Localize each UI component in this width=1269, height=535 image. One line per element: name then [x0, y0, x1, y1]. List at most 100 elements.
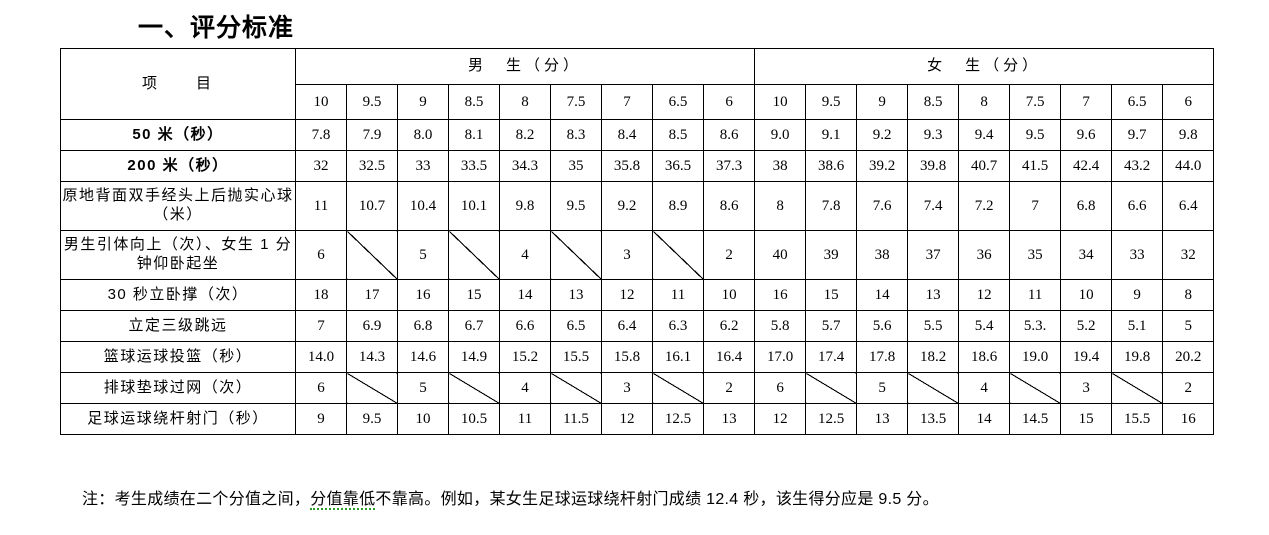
header-score-male-7: 7	[601, 84, 653, 120]
cell-value: 10	[702, 279, 756, 311]
cell-value: 6.4	[601, 310, 653, 342]
cell-not-applicable	[448, 372, 500, 404]
cell-value: 35	[550, 150, 602, 182]
note-suffix: 不靠高。例如，某女生足球运球绕杆射门成绩 12.4 秒，该生得分应是 9.5 分…	[375, 491, 939, 508]
cell-value: 13	[907, 279, 960, 311]
header-group-row: 项 目 男 生（分） 女 生（分）	[60, 48, 1215, 120]
cell-value: 9.5	[346, 403, 398, 435]
cell-value: 7.8	[805, 181, 858, 231]
cell-value: 2	[702, 230, 756, 280]
cell-not-applicable	[346, 372, 398, 404]
cell-value: 7.6	[856, 181, 909, 231]
cell-value: 17	[346, 279, 398, 311]
cell-value: 34	[1060, 230, 1113, 280]
page-title: 一、评分标准	[138, 14, 295, 42]
cell-value: 18.2	[907, 341, 960, 373]
cell-value: 7.4	[907, 181, 960, 231]
cell-value: 16	[754, 279, 807, 311]
cell-value: 37.3	[702, 150, 756, 182]
cell-value: 15.2	[499, 341, 551, 373]
table-row: 30 秒立卧撑（次） 18 17 16 15 14 13 12 11 10 16 15 14 13 12 11…	[60, 279, 1215, 311]
cell-value: 4	[958, 372, 1011, 404]
cell-value: 18.6	[958, 341, 1011, 373]
row-label: 50 米（秒）	[60, 119, 296, 151]
cell-value: 7.9	[346, 119, 398, 151]
header-score-female-9_5: 9.5	[805, 84, 858, 120]
cell-value: 12.5	[805, 403, 858, 435]
cell-value: 15.5	[550, 341, 602, 373]
cell-value: 6.8	[397, 310, 449, 342]
cell-value: 10.4	[397, 181, 449, 231]
table-row: 立定三级跳远 7 6.9 6.8 6.7 6.6 6.5 6.4 6.3 6.2 5.8 5.7 5.6…	[60, 310, 1215, 342]
cell-value: 5.5	[907, 310, 960, 342]
header-score-male-7_5: 7.5	[550, 84, 602, 120]
cell-value: 8.3	[550, 119, 602, 151]
cell-value: 5	[397, 372, 449, 404]
header-score-male-9_5: 9.5	[346, 84, 398, 120]
cell-value: 6.7	[448, 310, 500, 342]
header-score-female-8: 8	[958, 84, 1011, 120]
cell-value: 35	[1009, 230, 1062, 280]
cell-value: 5.6	[856, 310, 909, 342]
header-score-row: 10 9.5 9 8.5 8 7.5 7 6.5 6 10 9.5 9 8.5 …	[61, 84, 1215, 120]
cell-value: 9.7	[1111, 119, 1164, 151]
cell-value: 13.5	[907, 403, 960, 435]
cell-value: 17.8	[856, 341, 909, 373]
cell-value: 2	[702, 372, 756, 404]
row-label: 篮球运球投篮（秒）	[60, 341, 296, 373]
cell-value: 3	[601, 230, 653, 280]
cell-value: 5.1	[1111, 310, 1164, 342]
cell-value: 33	[1111, 230, 1164, 280]
cell-value: 14.6	[397, 341, 449, 373]
row-label: 30 秒立卧撑（次）	[60, 279, 296, 311]
cell-value: 12	[601, 403, 653, 435]
cell-value: 6	[295, 372, 347, 404]
row-label: 200 米（秒）	[60, 150, 296, 182]
footer-note: 注：考生成绩在二个分值之间，分值靠低不靠高。例如，某女生足球运球绕杆射门成绩 1…	[60, 485, 1240, 510]
cell-value: 12	[601, 279, 653, 311]
cell-value: 17.0	[754, 341, 807, 373]
cell-value: 40.7	[958, 150, 1011, 182]
cell-value: 9.2	[601, 181, 653, 231]
cell-value: 11	[499, 403, 551, 435]
header-group-female: 女 生（分）	[754, 48, 1215, 85]
cell-not-applicable	[346, 230, 398, 280]
cell-value: 15	[1060, 403, 1113, 435]
cell-value: 4	[499, 372, 551, 404]
header-item-column: 项 目	[60, 48, 296, 120]
cell-value: 20.2	[1162, 341, 1215, 373]
header-score-male-8_5: 8.5	[448, 84, 500, 120]
cell-value: 7	[1009, 181, 1062, 231]
table-body: 50 米（秒） 7.8 7.9 8.0 8.1 8.2 8.3 8.4 8.5 8.6 9.0 9.1…	[60, 119, 1215, 435]
table-row: 200 米（秒） 32 32.5 33 33.5 34.3 35 35.8 36.5 37.3 38…	[60, 150, 1215, 182]
cell-value: 41.5	[1009, 150, 1062, 182]
cell-value: 8.9	[652, 181, 704, 231]
cell-value: 14.3	[346, 341, 398, 373]
header-score-male-6_5: 6.5	[652, 84, 704, 120]
cell-value: 33.5	[448, 150, 500, 182]
cell-value: 4	[499, 230, 551, 280]
cell-value: 15.8	[601, 341, 653, 373]
cell-not-applicable	[1009, 372, 1062, 404]
row-label: 原地背面双手经头上后抛实心球（米）	[60, 181, 296, 231]
header-group-male: 男 生（分）	[294, 48, 756, 85]
cell-value: 11.5	[550, 403, 602, 435]
header-score-male-10: 10	[295, 84, 347, 120]
cell-value: 5	[1162, 310, 1215, 342]
cell-value: 15	[448, 279, 500, 311]
header-score-female-6_5: 6.5	[1111, 84, 1164, 120]
cell-value: 10.5	[448, 403, 500, 435]
header-score-female-10: 10	[754, 84, 807, 120]
cell-value: 9.4	[958, 119, 1011, 151]
cell-value: 6.4	[1162, 181, 1215, 231]
cell-value: 9.5	[1009, 119, 1062, 151]
cell-value: 12.5	[652, 403, 704, 435]
cell-value: 15	[805, 279, 858, 311]
cell-not-applicable	[652, 230, 704, 280]
cell-not-applicable	[805, 372, 858, 404]
cell-value: 15.5	[1111, 403, 1164, 435]
cell-value: 5.7	[805, 310, 858, 342]
cell-value: 3	[601, 372, 653, 404]
cell-value: 6.9	[346, 310, 398, 342]
cell-not-applicable	[550, 230, 602, 280]
